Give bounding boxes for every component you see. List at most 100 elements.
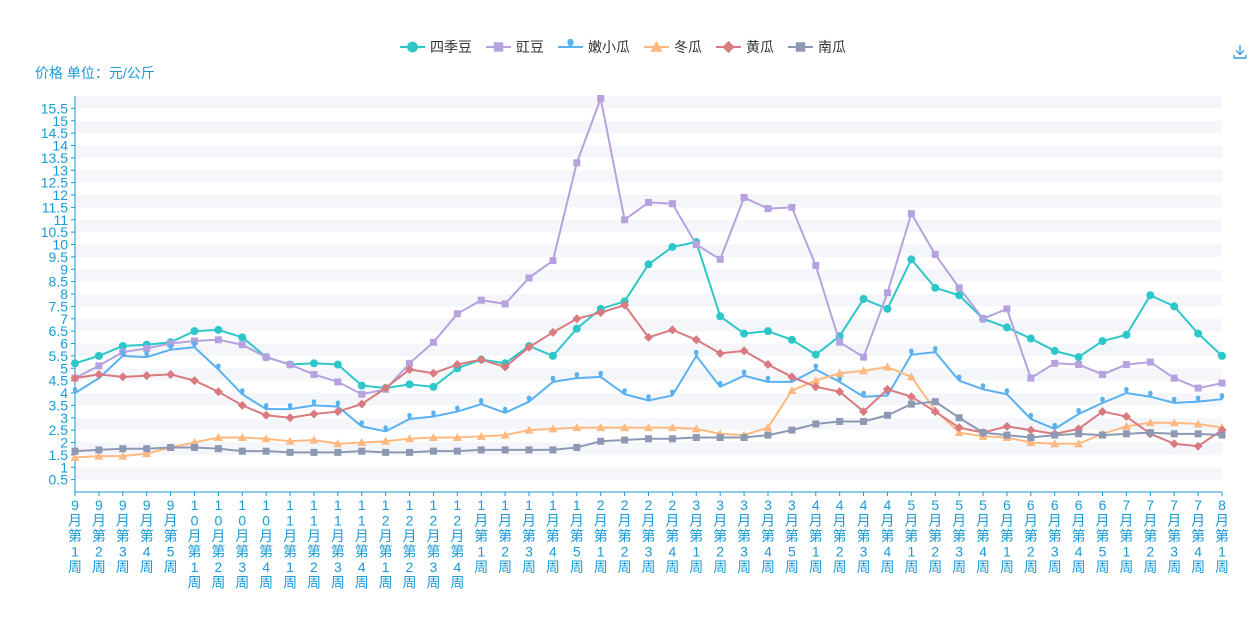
data-point xyxy=(429,447,437,455)
data-point xyxy=(189,376,199,386)
y-tick-label: 8 xyxy=(60,286,68,302)
data-point xyxy=(1146,358,1154,366)
y-tick-label: 13.5 xyxy=(41,150,68,166)
x-tick-label: 1 2 月第 1 周 xyxy=(379,497,393,591)
y-tick-label: 3 xyxy=(60,410,68,426)
data-point xyxy=(667,423,677,432)
data-point xyxy=(788,203,796,211)
data-point xyxy=(548,327,558,337)
x-tick-label: 1 月第 4 周 xyxy=(546,497,560,575)
grid-band xyxy=(75,368,1222,381)
data-point xyxy=(455,405,460,413)
x-tick-label: 5 月第 4 周 xyxy=(976,497,990,575)
data-point xyxy=(550,375,556,383)
x-tick-label: 1 月第 3 周 xyxy=(522,497,536,575)
x-tick-label: 1 月第 2 周 xyxy=(498,497,512,575)
legend-item[interactable]: 豇豆 xyxy=(486,39,544,55)
data-point xyxy=(357,438,367,446)
legend-item[interactable]: 黄瓜 xyxy=(716,39,774,55)
x-tick-label: 1 2 月第 4 周 xyxy=(450,497,464,591)
x-tick-label: 2 月第 3 周 xyxy=(642,497,656,575)
data-point xyxy=(118,341,127,350)
data-point xyxy=(406,359,414,367)
data-point xyxy=(646,394,651,402)
data-point xyxy=(166,369,176,379)
data-point xyxy=(311,399,317,407)
data-point xyxy=(238,447,246,455)
data-point xyxy=(954,423,964,433)
download-icon[interactable] xyxy=(1232,44,1248,60)
data-point xyxy=(142,371,152,381)
data-point xyxy=(381,383,391,393)
data-point xyxy=(143,344,151,352)
data-point xyxy=(214,325,223,334)
data-point xyxy=(359,420,364,428)
x-tick-label: 4 月第 2 周 xyxy=(833,497,847,575)
data-point xyxy=(1218,431,1226,439)
data-point xyxy=(1171,396,1177,404)
data-point xyxy=(1026,425,1036,435)
x-tick-label: 1 1 月第 4 周 xyxy=(355,497,369,591)
x-tick-label: 5 月第 1 周 xyxy=(904,497,918,575)
data-point xyxy=(620,300,630,310)
series-5 xyxy=(71,398,1226,456)
data-point xyxy=(644,260,653,269)
data-point xyxy=(1170,302,1179,311)
legend-item[interactable]: 南瓜 xyxy=(788,39,846,55)
legend-item[interactable]: 四季豆 xyxy=(400,39,472,55)
data-point xyxy=(691,335,701,345)
data-point xyxy=(524,425,534,434)
legend-item[interactable]: 嫩小瓜 xyxy=(558,38,630,55)
data-point xyxy=(668,200,676,208)
legend-marker xyxy=(795,42,806,52)
data-point xyxy=(118,451,128,460)
data-point xyxy=(548,351,557,360)
x-tick-label: 5 月第 2 周 xyxy=(928,497,942,575)
data-point xyxy=(813,363,819,371)
data-point xyxy=(1003,431,1011,439)
data-point xyxy=(931,250,939,258)
grid-band xyxy=(75,96,1222,109)
grid-band xyxy=(75,157,1222,171)
data-point xyxy=(95,362,103,370)
data-point xyxy=(909,348,914,356)
x-tick-label: 7 月第 3 周 xyxy=(1167,497,1181,575)
data-point xyxy=(956,374,962,382)
legend-label: 豇豆 xyxy=(516,39,544,55)
data-point xyxy=(883,411,891,419)
data-point xyxy=(357,381,366,390)
data-point xyxy=(740,434,748,442)
x-tick-label: 3 月第 3 周 xyxy=(737,497,751,575)
legend-item[interactable]: 冬瓜 xyxy=(644,39,702,55)
data-point xyxy=(1098,407,1108,417)
data-point xyxy=(405,434,415,443)
data-point xyxy=(1219,393,1225,401)
data-point xyxy=(525,446,533,454)
x-tick-label: 3 月第 5 周 xyxy=(785,497,799,575)
y-tick-label: 7 xyxy=(60,311,68,327)
data-point xyxy=(143,445,151,453)
data-point xyxy=(357,399,367,409)
data-point xyxy=(358,390,366,398)
data-point xyxy=(859,294,868,303)
data-point xyxy=(764,431,772,439)
data-point xyxy=(955,414,963,422)
data-point xyxy=(907,255,916,264)
data-point xyxy=(192,341,197,349)
data-point xyxy=(383,425,388,433)
data-point xyxy=(70,452,80,461)
data-point xyxy=(1193,441,1203,451)
data-point xyxy=(763,360,773,370)
data-point xyxy=(811,382,821,392)
data-point xyxy=(167,443,175,451)
x-tick-label: 5 月第 3 周 xyxy=(952,497,966,575)
data-point xyxy=(836,417,844,425)
legend-marker xyxy=(493,42,504,52)
data-point xyxy=(549,446,557,454)
data-point xyxy=(1122,330,1131,339)
data-point xyxy=(955,291,964,300)
grid-band xyxy=(75,145,1222,158)
data-point xyxy=(740,329,749,338)
data-point xyxy=(500,362,510,372)
